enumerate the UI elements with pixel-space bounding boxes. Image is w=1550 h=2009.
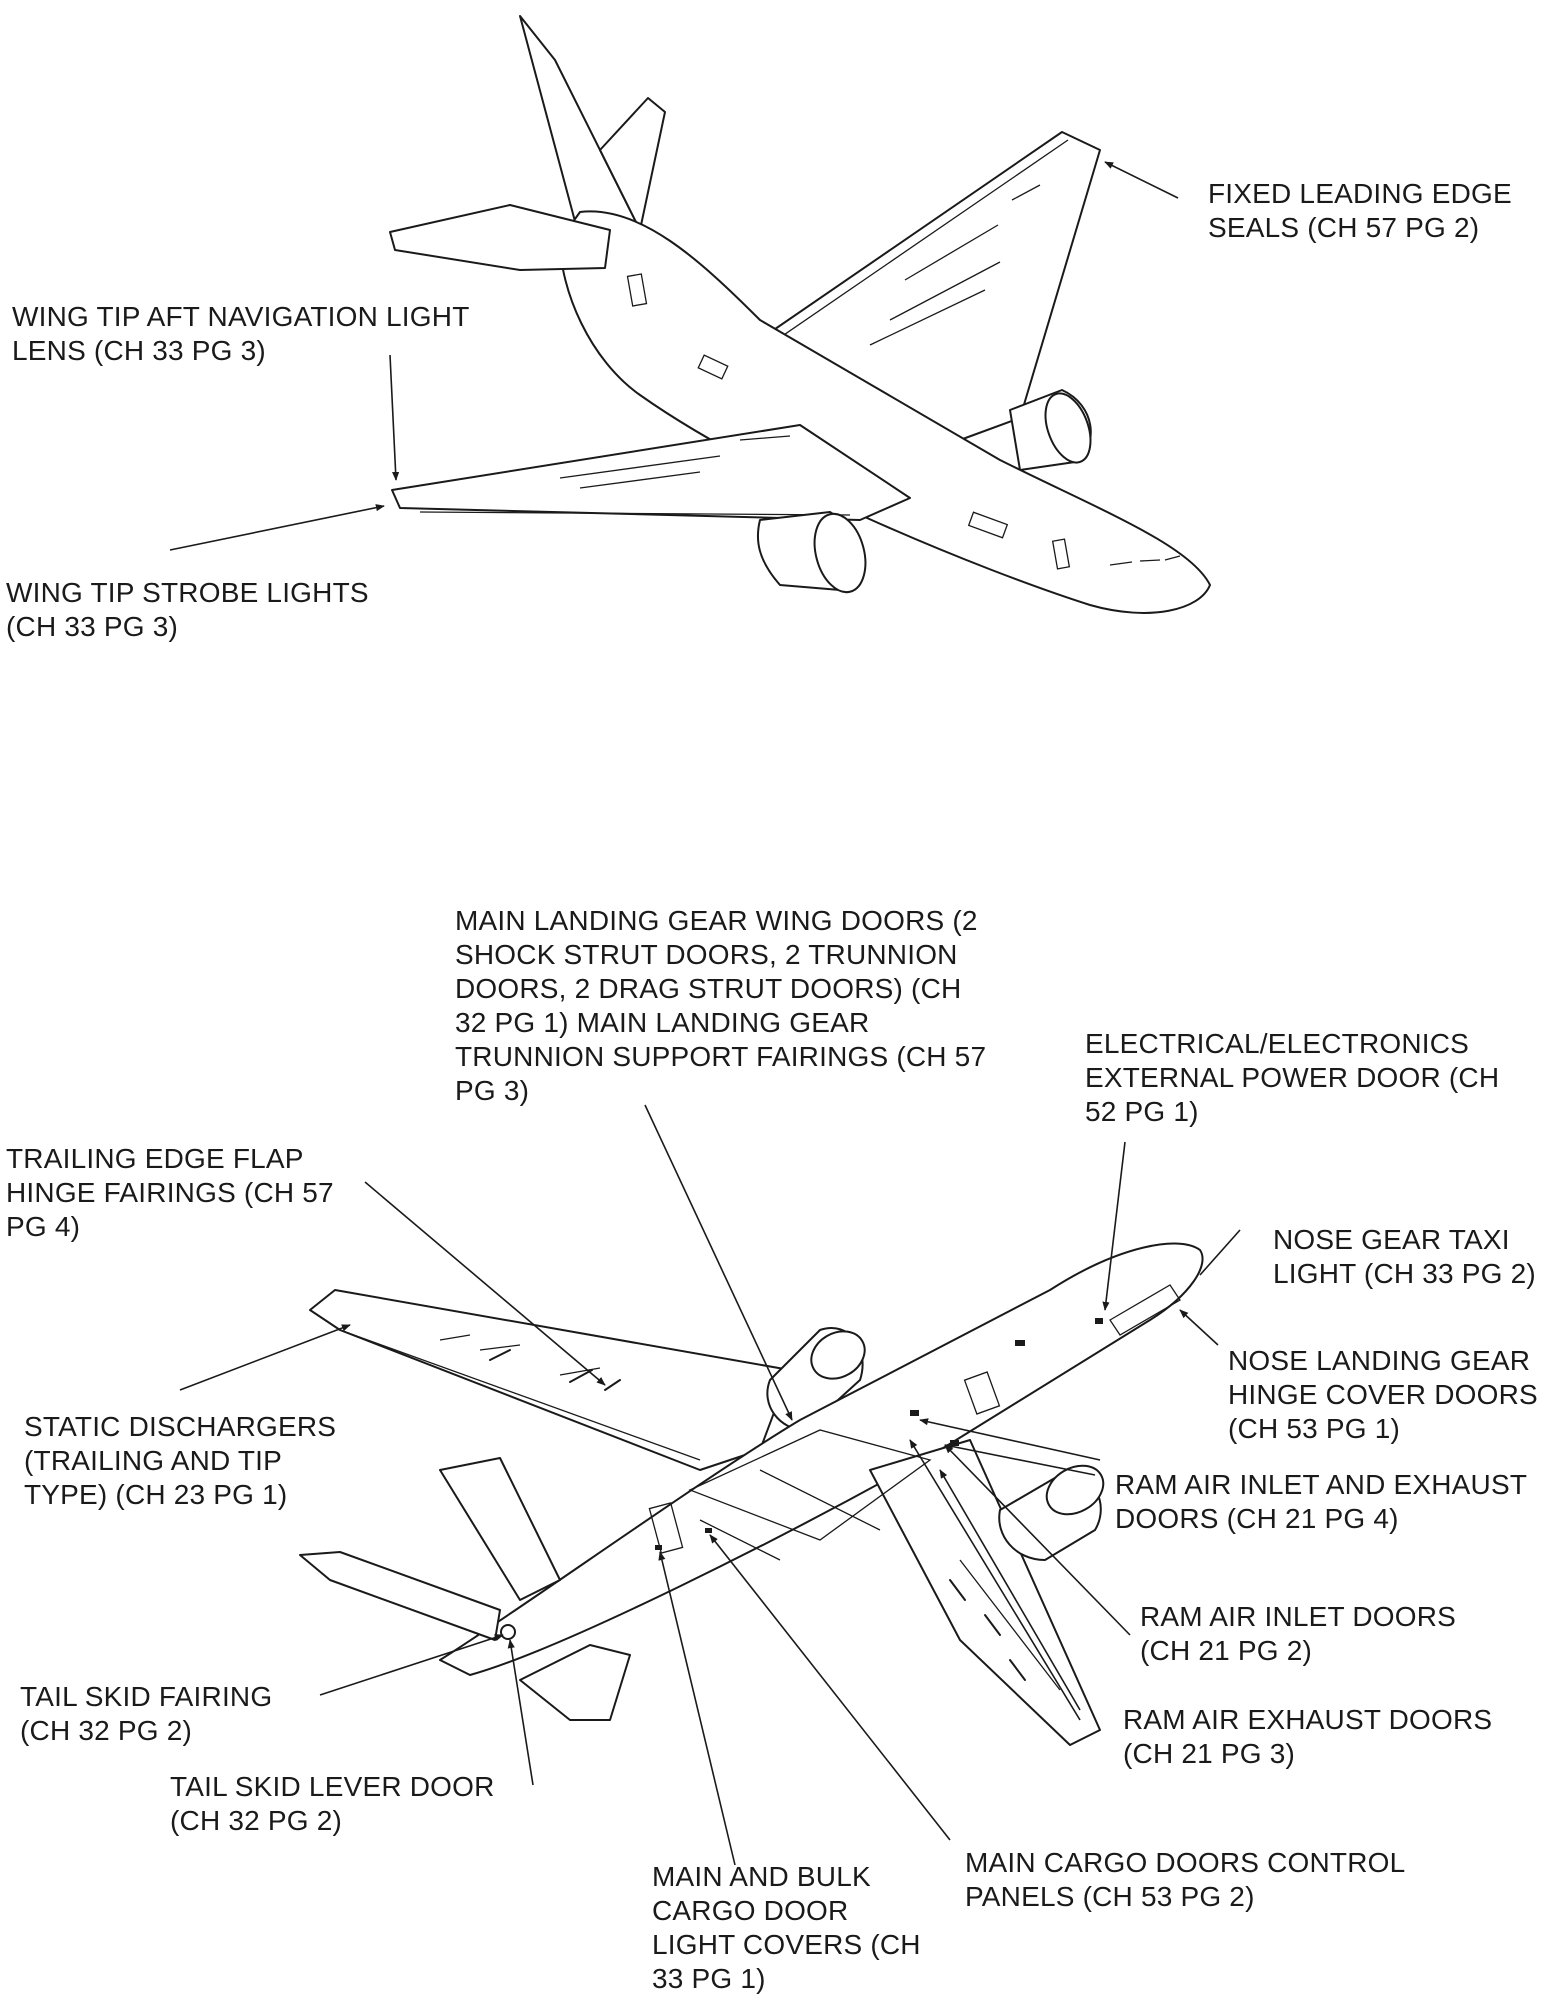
callout-line: TRAILING EDGE FLAP: [6, 1143, 304, 1174]
callout-static-dischargers: STATIC DISCHARGERS (TRAILING AND TIP TYP…: [24, 1410, 336, 1512]
bottom-horizontal-stabilizer: [299, 1551, 501, 1641]
callout-wing-tip-strobe-lights: WING TIP STROBE LIGHTS (CH 33 PG 3): [6, 576, 369, 644]
callout-line: CARGO DOOR: [652, 1895, 849, 1926]
callout-line: HINGE FAIRINGS (CH 57: [6, 1177, 334, 1208]
bottom-fuselage: [439, 1242, 1204, 1676]
callout-nose-landing-gear-hinge-cover-doors: NOSE LANDING GEAR HINGE COVER DOORS (CH …: [1228, 1344, 1538, 1446]
callout-line: STATIC DISCHARGERS: [24, 1411, 337, 1442]
callout-line: MAIN LANDING GEAR WING DOORS (2: [455, 905, 978, 936]
callout-line: TRUNNION SUPPORT FAIRINGS (CH 57: [455, 1041, 987, 1072]
callout-line: PG 4): [6, 1211, 81, 1242]
callout-tail-skid-lever-door: TAIL SKID LEVER DOOR (CH 32 PG 2): [170, 1770, 495, 1838]
callout-line: RAM AIR INLET AND EXHAUST: [1115, 1469, 1528, 1500]
aircraft-top-view: [389, 15, 1211, 614]
callout-line: MAIN AND BULK: [652, 1861, 871, 1892]
callout-ram-air-exhaust-doors: RAM AIR EXHAUST DOORS (CH 21 PG 3): [1123, 1703, 1492, 1771]
callout-line: (CH 32 PG 2): [20, 1715, 192, 1746]
callout-line: LENS (CH 33 PG 3): [12, 335, 266, 366]
callout-line: NOSE GEAR TAXI: [1273, 1224, 1510, 1255]
callout-line: EXTERNAL POWER DOOR (CH: [1085, 1062, 1500, 1093]
callout-tail-skid-fairing: TAIL SKID FAIRING (CH 32 PG 2): [20, 1680, 272, 1748]
callout-line: DOORS (CH 21 PG 4): [1115, 1503, 1399, 1534]
aircraft-bottom-view: [299, 1242, 1204, 1746]
callout-line: MAIN CARGO DOORS CONTROL: [965, 1847, 1406, 1878]
bottom-vertical-tail: [439, 1457, 561, 1601]
callout-main-cargo-doors-control-panels: MAIN CARGO DOORS CONTROL PANELS (CH 53 P…: [965, 1846, 1405, 1914]
callout-line: HINGE COVER DOORS: [1228, 1379, 1538, 1410]
callout-line: TAIL SKID FAIRING: [20, 1681, 273, 1712]
leader-lines: [169, 161, 1241, 1866]
bottom-upper-wing: [309, 1289, 791, 1471]
callout-line: WING TIP STROBE LIGHTS: [6, 577, 369, 608]
callout-line: TAIL SKID LEVER DOOR: [170, 1771, 495, 1802]
bottom-lower-engine: [998, 1464, 1105, 1561]
callout-electrical-external-power-door: ELECTRICAL/ELECTRONICS EXTERNAL POWER DO…: [1085, 1027, 1499, 1129]
callout-line: NOSE LANDING GEAR: [1228, 1345, 1531, 1376]
callout-line: DOORS, 2 DRAG STRUT DOORS) (CH: [455, 973, 962, 1004]
callout-line: WING TIP AFT NAVIGATION LIGHT: [12, 301, 470, 332]
callout-ram-air-inlet-and-exhaust-doors: RAM AIR INLET AND EXHAUST DOORS (CH 21 P…: [1115, 1468, 1527, 1536]
callout-line: (CH 21 PG 3): [1123, 1738, 1295, 1769]
callout-line: (CH 32 PG 2): [170, 1805, 342, 1836]
callout-line: (TRAILING AND TIP: [24, 1445, 283, 1476]
top-fuselage: [559, 210, 1211, 614]
top-left-wing: [391, 424, 911, 521]
callout-wing-tip-aft-nav-light-lens: WING TIP AFT NAVIGATION LIGHT LENS (CH 3…: [12, 300, 470, 368]
callout-main-landing-gear-wing-doors: MAIN LANDING GEAR WING DOORS (2 SHOCK ST…: [455, 904, 986, 1108]
callout-line: SEALS (CH 57 PG 2): [1208, 212, 1480, 243]
callout-fixed-leading-edge-seals: FIXED LEADING EDGE SEALS (CH 57 PG 2): [1208, 177, 1512, 245]
top-left-engine: [756, 511, 867, 594]
callout-line: 32 PG 1) MAIN LANDING GEAR: [455, 1007, 870, 1038]
callout-ram-air-inlet-doors: RAM AIR INLET DOORS (CH 21 PG 2): [1140, 1600, 1456, 1668]
callout-trailing-edge-flap-hinge-fairings: TRAILING EDGE FLAP HINGE FAIRINGS (CH 57…: [6, 1142, 334, 1244]
top-right-engine: [1009, 389, 1092, 471]
callout-line: LIGHT COVERS (CH: [652, 1929, 921, 1960]
callout-line: (CH 33 PG 3): [6, 611, 178, 642]
callout-line: 52 PG 1): [1085, 1096, 1199, 1127]
callout-line: RAM AIR EXHAUST DOORS: [1123, 1704, 1493, 1735]
callout-main-and-bulk-cargo-door-light-covers: MAIN AND BULK CARGO DOOR LIGHT COVERS (C…: [652, 1860, 921, 1996]
callout-nose-gear-taxi-light: NOSE GEAR TAXI LIGHT (CH 33 PG 2): [1273, 1223, 1536, 1291]
callout-line: (CH 21 PG 2): [1140, 1635, 1312, 1666]
bottom-upper-engine: [766, 1327, 866, 1431]
callout-line: RAM AIR INLET DOORS: [1140, 1601, 1457, 1632]
callout-line: FIXED LEADING EDGE: [1208, 178, 1512, 209]
callout-line: TYPE) (CH 23 PG 1): [24, 1479, 288, 1510]
callout-line: LIGHT (CH 33 PG 2): [1273, 1258, 1536, 1289]
callout-line: 33 PG 1): [652, 1963, 766, 1994]
callout-line: ELECTRICAL/ELECTRONICS: [1085, 1028, 1470, 1059]
top-horizontal-stabilizer: [389, 204, 611, 271]
callout-line: SHOCK STRUT DOORS, 2 TRUNNION: [455, 939, 958, 970]
callout-line: PG 3): [455, 1075, 530, 1106]
callout-line: (CH 53 PG 1): [1228, 1413, 1400, 1444]
callout-line: PANELS (CH 53 PG 2): [965, 1881, 1255, 1912]
